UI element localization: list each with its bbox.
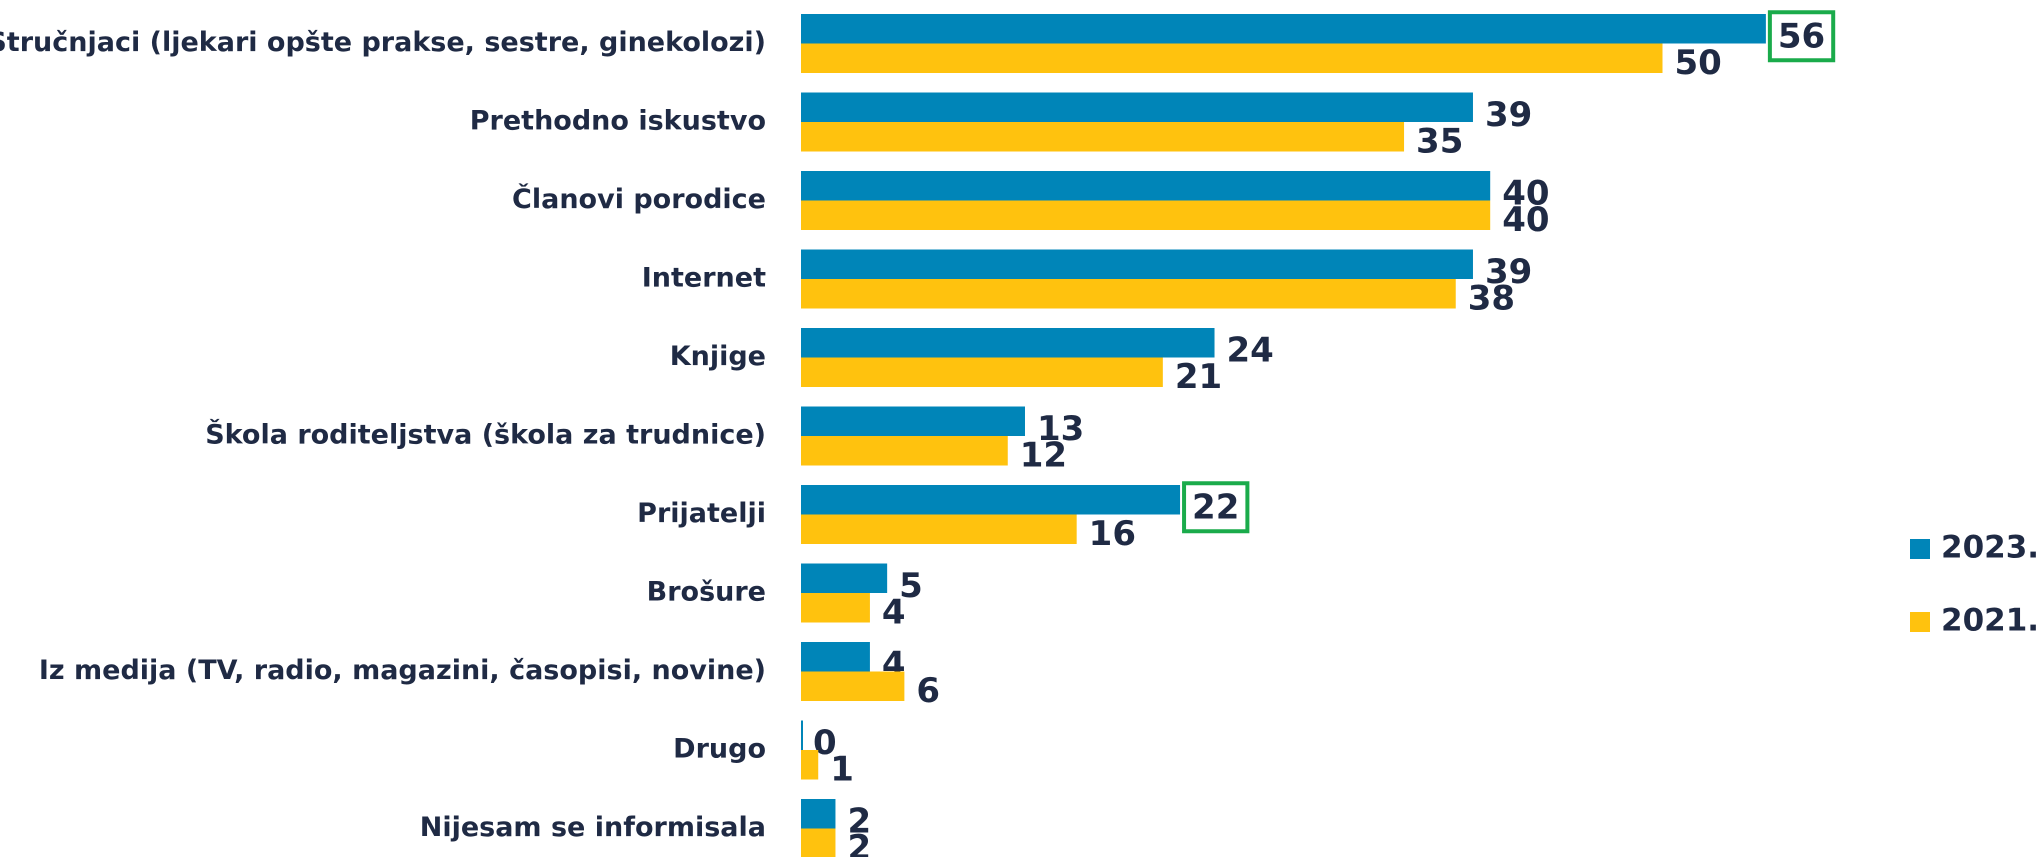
highlight-box bbox=[1767, 10, 1836, 63]
bar bbox=[801, 671, 905, 701]
bar bbox=[801, 514, 1077, 544]
category-label: Prethodno iskustvo bbox=[470, 106, 766, 137]
bar bbox=[801, 200, 1491, 230]
bar bbox=[801, 593, 870, 623]
bar bbox=[801, 750, 819, 780]
bar bbox=[801, 720, 803, 750]
bar bbox=[801, 171, 1491, 201]
bar bbox=[801, 279, 1456, 309]
category-label: Drugo bbox=[673, 734, 766, 765]
bar bbox=[801, 249, 1473, 279]
bar bbox=[801, 828, 836, 857]
bar bbox=[801, 43, 1663, 73]
bar bbox=[801, 406, 1025, 436]
value-label: 6 bbox=[916, 671, 940, 711]
bar bbox=[801, 799, 836, 829]
category-label: Nijesam se informisala bbox=[420, 812, 766, 843]
bar bbox=[801, 92, 1473, 122]
legend-swatch bbox=[1910, 612, 1930, 632]
bar bbox=[801, 122, 1405, 152]
value-label: 40 bbox=[1502, 173, 1549, 213]
category-label: Prijatelji bbox=[637, 498, 766, 529]
value-label: 2 bbox=[847, 828, 871, 857]
category-label: Knjige bbox=[670, 341, 766, 372]
bar bbox=[801, 485, 1181, 515]
bar bbox=[801, 328, 1215, 358]
category-label: Škola roditeljstva (škola za trudnice) bbox=[205, 419, 766, 451]
value-label: 1 bbox=[830, 749, 854, 789]
bar bbox=[801, 642, 870, 672]
legend-label: 2023. bbox=[1941, 530, 2039, 566]
value-label: 24 bbox=[1227, 330, 1274, 370]
category-label: Članovi porodice bbox=[512, 183, 766, 215]
bar bbox=[801, 436, 1008, 466]
value-label: 22 bbox=[1192, 487, 1239, 527]
legend-swatch bbox=[1910, 539, 1930, 559]
value-label: 0 bbox=[813, 723, 837, 763]
legend-label: 2021. bbox=[1941, 603, 2039, 639]
value-label: 39 bbox=[1485, 252, 1532, 292]
bar bbox=[801, 14, 1766, 44]
value-label: 35 bbox=[1416, 121, 1463, 161]
value-label: 50 bbox=[1675, 43, 1722, 83]
value-label: 38 bbox=[1468, 278, 1515, 318]
category-label: Internet bbox=[642, 263, 766, 294]
bar bbox=[801, 357, 1163, 387]
value-label: 12 bbox=[1020, 435, 1067, 475]
value-label: 2 bbox=[847, 801, 871, 841]
value-label: 4 bbox=[882, 592, 906, 632]
value-label: 21 bbox=[1175, 357, 1222, 397]
value-label: 5 bbox=[899, 566, 923, 606]
category-label: Iz medija (TV, radio, magazini, časopisi… bbox=[39, 655, 766, 686]
value-label: 40 bbox=[1502, 200, 1549, 240]
value-label: 13 bbox=[1037, 409, 1084, 449]
value-label: 56 bbox=[1778, 16, 1825, 56]
value-label: 39 bbox=[1485, 95, 1532, 135]
bar bbox=[801, 563, 888, 593]
category-label: Brošure bbox=[647, 577, 766, 608]
value-label: 16 bbox=[1089, 514, 1136, 554]
category-label: Stručnjaci (ljekari opšte prakse, sestre… bbox=[0, 27, 766, 58]
highlight-box bbox=[1182, 481, 1250, 534]
